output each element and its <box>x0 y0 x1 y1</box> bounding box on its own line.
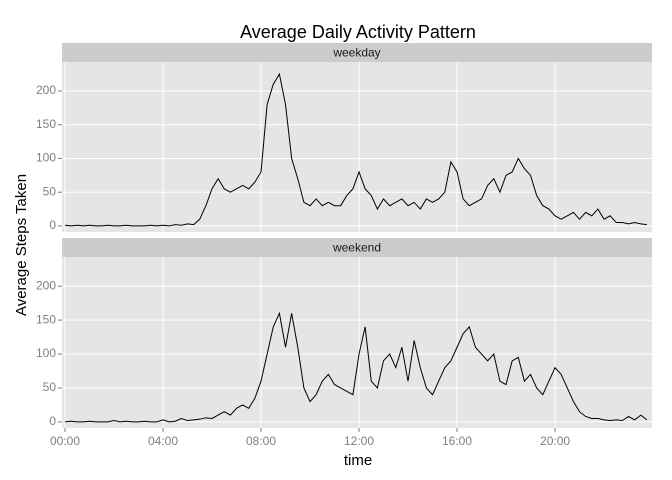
data-line <box>64 72 647 227</box>
y-tick-label: 50 <box>43 184 57 198</box>
y-tick-label: 0 <box>49 218 56 232</box>
strip-label: weekday <box>332 46 380 60</box>
strip-background <box>62 43 652 62</box>
chart-title: Average Daily Activity Pattern <box>240 22 476 42</box>
y-tick-label: 200 <box>36 278 56 292</box>
y-tick-label: 100 <box>36 346 56 360</box>
y-tick-label: 0 <box>49 414 56 428</box>
y-tick-label: 100 <box>36 151 56 165</box>
x-tick-label: 04:00 <box>148 434 178 448</box>
x-tick-label: 20:00 <box>540 434 570 448</box>
x-tick-label: 00:00 <box>50 434 80 448</box>
x-axis-label: time <box>344 452 372 469</box>
panel-background <box>62 62 652 232</box>
y-tick-label: 150 <box>36 312 56 326</box>
strip-background <box>62 238 652 257</box>
data-line <box>64 311 648 423</box>
strip-label: weekend <box>332 241 381 255</box>
y-tick-label: 150 <box>36 117 56 131</box>
y-tick-label: 50 <box>43 380 57 394</box>
x-tick-label: 08:00 <box>246 434 276 448</box>
panel-background <box>62 257 652 428</box>
x-tick-label: 16:00 <box>442 434 472 448</box>
x-tick-label: 12:00 <box>344 434 374 448</box>
y-axis-label: Average Steps Taken <box>13 174 30 316</box>
y-tick-label: 200 <box>36 83 56 97</box>
